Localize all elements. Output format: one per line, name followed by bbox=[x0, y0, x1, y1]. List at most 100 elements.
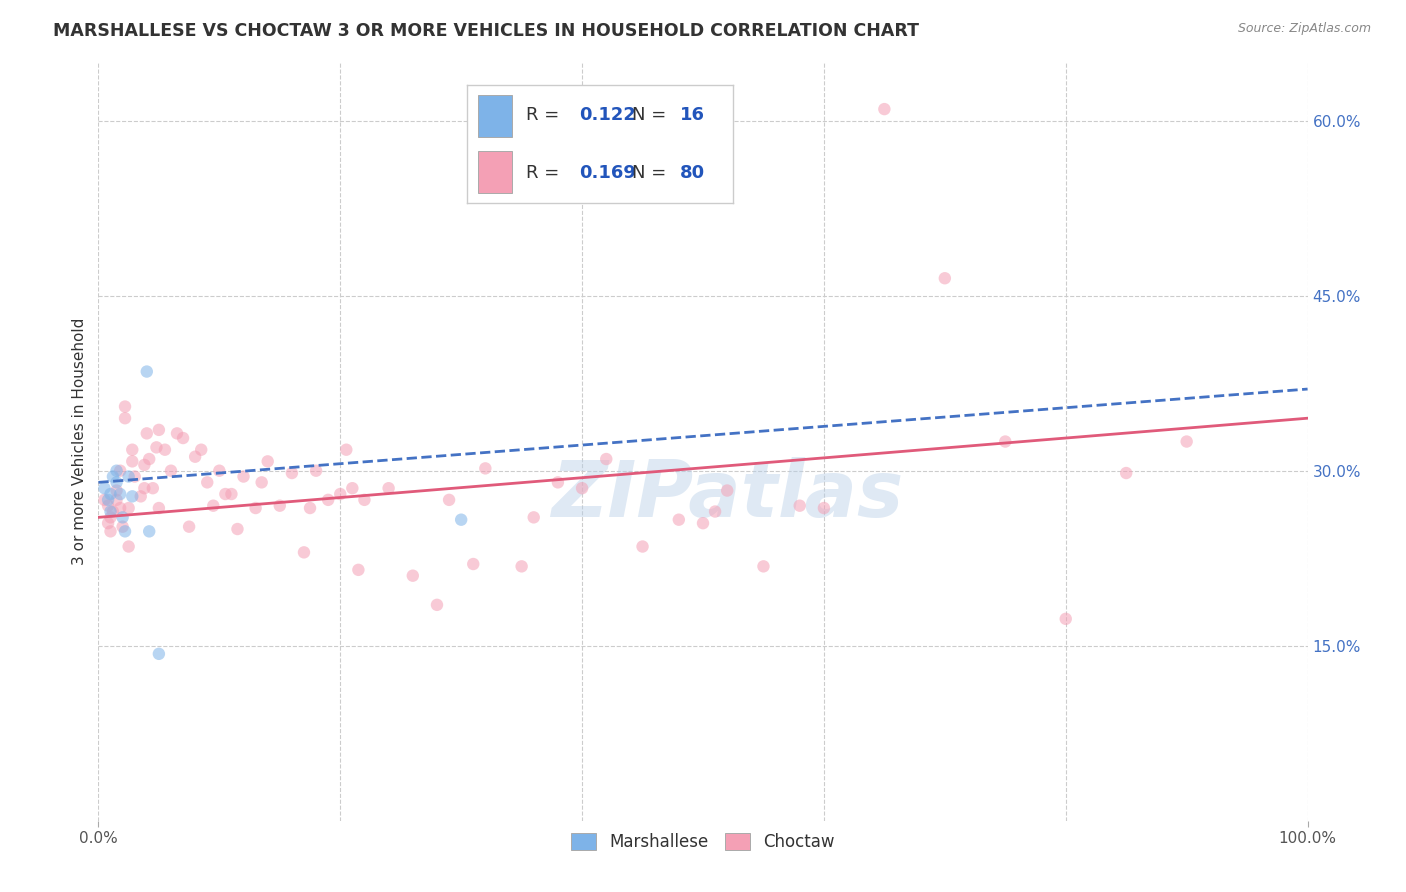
Point bbox=[245, 501, 267, 516]
Point bbox=[114, 524, 136, 539]
Y-axis label: 3 or more Vehicles in Household: 3 or more Vehicles in Household bbox=[72, 318, 87, 566]
Point bbox=[135, 426, 157, 441]
Point bbox=[148, 423, 170, 437]
Point bbox=[118, 501, 141, 516]
Legend: Marshallese, Choctaw: Marshallese, Choctaw bbox=[564, 826, 842, 858]
Point bbox=[111, 519, 134, 533]
Point bbox=[100, 524, 122, 539]
Point bbox=[250, 475, 273, 490]
Point bbox=[114, 400, 136, 414]
Point bbox=[353, 492, 375, 507]
Point bbox=[1115, 466, 1137, 480]
Point bbox=[145, 441, 167, 455]
Point bbox=[873, 102, 896, 116]
Point bbox=[100, 504, 122, 518]
Point bbox=[232, 469, 254, 483]
Point bbox=[571, 481, 593, 495]
Point bbox=[631, 540, 654, 554]
Point bbox=[142, 481, 165, 495]
Point bbox=[377, 481, 399, 495]
Point bbox=[813, 501, 835, 516]
Point bbox=[135, 365, 157, 379]
Point bbox=[134, 458, 156, 472]
Point bbox=[97, 499, 120, 513]
Point bbox=[121, 489, 143, 503]
Point bbox=[256, 454, 278, 468]
Point bbox=[994, 434, 1017, 449]
Point bbox=[118, 540, 141, 554]
Point bbox=[111, 510, 134, 524]
Point bbox=[124, 469, 146, 483]
Point bbox=[934, 271, 956, 285]
Point bbox=[347, 563, 370, 577]
Point bbox=[226, 522, 249, 536]
Point bbox=[195, 475, 218, 490]
Point bbox=[97, 516, 120, 531]
Point bbox=[789, 499, 811, 513]
Point bbox=[121, 442, 143, 457]
Point bbox=[716, 483, 738, 498]
Point bbox=[118, 469, 141, 483]
Point bbox=[595, 452, 617, 467]
Point bbox=[108, 464, 131, 478]
Point bbox=[437, 492, 460, 507]
Point bbox=[208, 464, 231, 478]
Point bbox=[172, 431, 194, 445]
Point bbox=[329, 487, 352, 501]
Point bbox=[101, 469, 124, 483]
Point bbox=[335, 442, 357, 457]
Point bbox=[547, 475, 569, 490]
Point bbox=[214, 487, 236, 501]
Point bbox=[316, 492, 339, 507]
Text: MARSHALLESE VS CHOCTAW 3 OR MORE VEHICLES IN HOUSEHOLD CORRELATION CHART: MARSHALLESE VS CHOCTAW 3 OR MORE VEHICLE… bbox=[53, 22, 920, 40]
Point bbox=[402, 568, 425, 582]
Point bbox=[121, 454, 143, 468]
Point bbox=[292, 545, 315, 559]
Point bbox=[105, 483, 128, 498]
Point bbox=[342, 481, 364, 495]
Point bbox=[101, 504, 124, 518]
Point bbox=[129, 489, 152, 503]
Point bbox=[97, 492, 120, 507]
Point bbox=[105, 475, 128, 490]
Point bbox=[138, 524, 160, 539]
Text: Source: ZipAtlas.com: Source: ZipAtlas.com bbox=[1237, 22, 1371, 36]
Point bbox=[134, 481, 156, 495]
Point bbox=[269, 499, 291, 513]
Point bbox=[148, 501, 170, 516]
Point bbox=[179, 519, 201, 533]
Point bbox=[426, 598, 449, 612]
Point bbox=[474, 461, 496, 475]
Point bbox=[281, 466, 304, 480]
Point bbox=[190, 442, 212, 457]
Point bbox=[202, 499, 225, 513]
Point bbox=[299, 501, 322, 516]
Point bbox=[668, 513, 690, 527]
Point bbox=[93, 492, 115, 507]
Point bbox=[166, 426, 188, 441]
Text: ZIPatlas: ZIPatlas bbox=[551, 457, 903, 533]
Point bbox=[692, 516, 714, 531]
Point bbox=[108, 501, 131, 516]
Point bbox=[523, 510, 546, 524]
Point bbox=[184, 450, 207, 464]
Point bbox=[105, 464, 128, 478]
Point bbox=[704, 504, 727, 518]
Point bbox=[93, 481, 115, 495]
Point bbox=[752, 559, 775, 574]
Point bbox=[153, 442, 176, 457]
Point bbox=[450, 513, 472, 527]
Point bbox=[108, 487, 131, 501]
Point bbox=[148, 647, 170, 661]
Point bbox=[100, 487, 122, 501]
Point bbox=[221, 487, 243, 501]
Point bbox=[105, 492, 128, 507]
Point bbox=[463, 557, 485, 571]
Point bbox=[160, 464, 183, 478]
Point bbox=[305, 464, 328, 478]
Point bbox=[100, 510, 122, 524]
Point bbox=[1175, 434, 1198, 449]
Point bbox=[510, 559, 533, 574]
Point bbox=[114, 411, 136, 425]
Point bbox=[1054, 612, 1077, 626]
